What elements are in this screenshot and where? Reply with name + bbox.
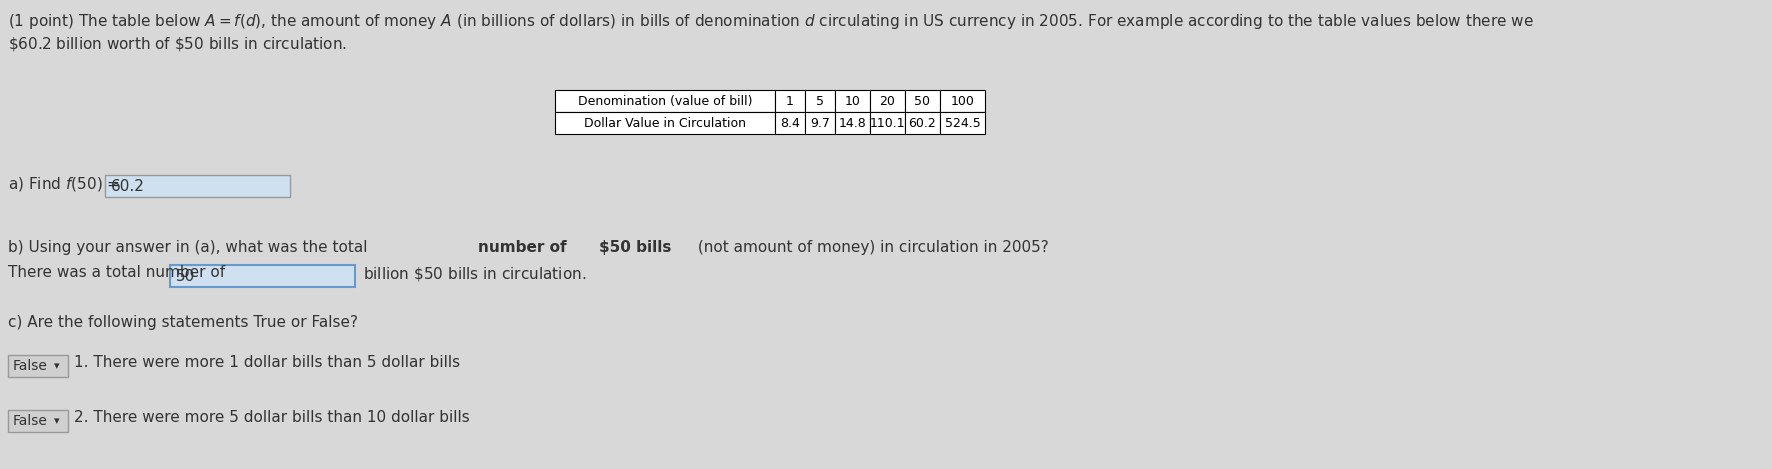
Text: False: False <box>12 359 48 373</box>
Text: 1: 1 <box>787 94 794 107</box>
Text: 110.1: 110.1 <box>870 116 905 129</box>
Text: ▾: ▾ <box>53 361 60 371</box>
Bar <box>939 90 985 112</box>
Bar <box>939 112 985 134</box>
Text: a) Find $f(50)$ =: a) Find $f(50)$ = <box>9 175 122 193</box>
Bar <box>170 265 354 287</box>
Bar <box>905 90 939 112</box>
Text: c) Are the following statements True or False?: c) Are the following statements True or … <box>9 315 358 330</box>
Bar <box>905 112 939 134</box>
Bar <box>870 112 905 134</box>
Text: 8.4: 8.4 <box>780 116 799 129</box>
Text: b) Using your answer in (a), what was the total: b) Using your answer in (a), what was th… <box>9 240 372 255</box>
Bar <box>9 410 67 432</box>
Text: Dollar Value in Circulation: Dollar Value in Circulation <box>585 116 746 129</box>
Text: 2. There were more 5 dollar bills than 10 dollar bills: 2. There were more 5 dollar bills than 1… <box>74 410 470 425</box>
Text: 50: 50 <box>175 268 195 283</box>
Text: $\$60.2$ billion worth of $\$50$ bills in circulation.: $\$60.2$ billion worth of $\$50$ bills i… <box>9 35 347 53</box>
Text: 1. There were more 1 dollar bills than 5 dollar bills: 1. There were more 1 dollar bills than 5… <box>74 355 461 370</box>
Bar <box>105 175 291 197</box>
Text: 10: 10 <box>845 94 861 107</box>
Text: 524.5: 524.5 <box>944 116 980 129</box>
Text: number of: number of <box>478 240 572 255</box>
Text: ▾: ▾ <box>53 416 60 426</box>
Bar <box>804 112 835 134</box>
Text: 50: 50 <box>914 94 930 107</box>
Text: False: False <box>12 414 48 428</box>
Text: (not amount of money) in circulation in 2005?: (not amount of money) in circulation in … <box>693 240 1049 255</box>
Text: There was a total number of: There was a total number of <box>9 265 225 280</box>
Text: 60.2: 60.2 <box>112 179 145 194</box>
Bar <box>555 112 774 134</box>
Bar <box>870 90 905 112</box>
Bar <box>774 90 804 112</box>
Text: 14.8: 14.8 <box>838 116 867 129</box>
Text: (1 point) The table below $A = f(d)$, the amount of money $A$ (in billions of do: (1 point) The table below $A = f(d)$, th… <box>9 12 1535 31</box>
Text: 20: 20 <box>879 94 895 107</box>
Bar <box>835 90 870 112</box>
Bar <box>9 355 67 377</box>
Text: 60.2: 60.2 <box>909 116 936 129</box>
Text: 9.7: 9.7 <box>810 116 829 129</box>
Bar <box>804 90 835 112</box>
Bar <box>835 112 870 134</box>
Text: Denomination (value of bill): Denomination (value of bill) <box>578 94 753 107</box>
Bar <box>774 112 804 134</box>
Text: 5: 5 <box>815 94 824 107</box>
Bar <box>555 90 774 112</box>
Text: $50 bills: $50 bills <box>599 240 672 255</box>
Text: 100: 100 <box>950 94 975 107</box>
Text: billion $\$50$ bills in circulation.: billion $\$50$ bills in circulation. <box>363 265 587 283</box>
